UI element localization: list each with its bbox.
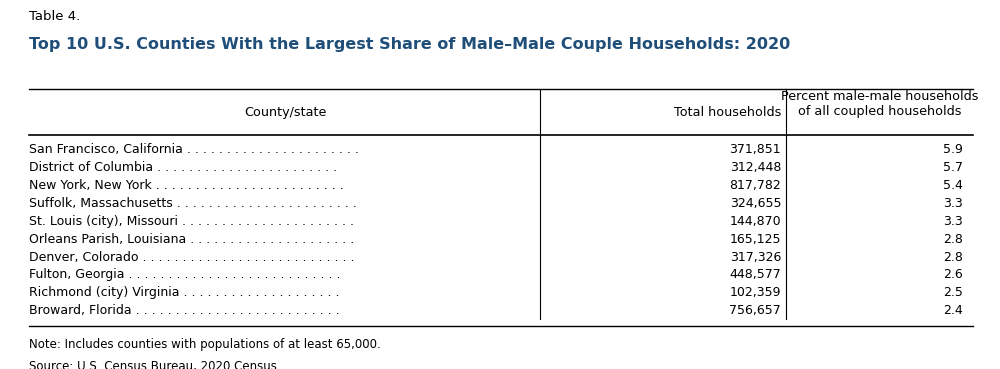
Text: Total households: Total households xyxy=(674,106,781,120)
Text: 371,851: 371,851 xyxy=(730,144,781,156)
Text: 2.6: 2.6 xyxy=(943,269,963,282)
Text: 817,782: 817,782 xyxy=(729,179,781,192)
Text: New York, New York . . . . . . . . . . . . . . . . . . . . . . . .: New York, New York . . . . . . . . . . .… xyxy=(29,179,344,192)
Text: Richmond (city) Virginia . . . . . . . . . . . . . . . . . . . .: Richmond (city) Virginia . . . . . . . .… xyxy=(29,286,340,299)
Text: 5.4: 5.4 xyxy=(943,179,963,192)
Text: 2.5: 2.5 xyxy=(943,286,963,299)
Text: 448,577: 448,577 xyxy=(729,269,781,282)
Text: 317,326: 317,326 xyxy=(730,251,781,263)
Text: San Francisco, California . . . . . . . . . . . . . . . . . . . . . .: San Francisco, California . . . . . . . … xyxy=(29,144,359,156)
Text: District of Columbia . . . . . . . . . . . . . . . . . . . . . . .: District of Columbia . . . . . . . . . .… xyxy=(29,161,338,174)
Text: 102,359: 102,359 xyxy=(730,286,781,299)
Text: 312,448: 312,448 xyxy=(730,161,781,174)
Text: Percent male-male households
of all coupled households: Percent male-male households of all coup… xyxy=(781,90,978,118)
Text: Suffolk, Massachusetts . . . . . . . . . . . . . . . . . . . . . . .: Suffolk, Massachusetts . . . . . . . . .… xyxy=(29,197,357,210)
Text: 5.7: 5.7 xyxy=(943,161,963,174)
Text: Broward, Florida . . . . . . . . . . . . . . . . . . . . . . . . . .: Broward, Florida . . . . . . . . . . . .… xyxy=(29,304,340,317)
Text: Fulton, Georgia . . . . . . . . . . . . . . . . . . . . . . . . . . .: Fulton, Georgia . . . . . . . . . . . . … xyxy=(29,269,341,282)
Text: Top 10 U.S. Counties With the Largest Share of Male–Male Couple Households: 2020: Top 10 U.S. Counties With the Largest Sh… xyxy=(29,37,791,52)
Text: 2.8: 2.8 xyxy=(943,251,963,263)
Text: 2.4: 2.4 xyxy=(943,304,963,317)
Text: Table 4.: Table 4. xyxy=(29,10,81,23)
Text: 756,657: 756,657 xyxy=(729,304,781,317)
Text: Orleans Parish, Louisiana . . . . . . . . . . . . . . . . . . . . .: Orleans Parish, Louisiana . . . . . . . … xyxy=(29,233,355,246)
Text: 2.8: 2.8 xyxy=(943,233,963,246)
Text: 5.9: 5.9 xyxy=(943,144,963,156)
Text: 144,870: 144,870 xyxy=(730,215,781,228)
Text: 3.3: 3.3 xyxy=(943,215,963,228)
Text: 3.3: 3.3 xyxy=(943,197,963,210)
Text: 324,655: 324,655 xyxy=(730,197,781,210)
Text: Denver, Colorado . . . . . . . . . . . . . . . . . . . . . . . . . . .: Denver, Colorado . . . . . . . . . . . .… xyxy=(29,251,355,263)
Text: Source: U.S. Census Bureau, 2020 Census.: Source: U.S. Census Bureau, 2020 Census. xyxy=(29,359,281,369)
Text: 165,125: 165,125 xyxy=(730,233,781,246)
Text: St. Louis (city), Missouri . . . . . . . . . . . . . . . . . . . . . .: St. Louis (city), Missouri . . . . . . .… xyxy=(29,215,354,228)
Text: Note: Includes counties with populations of at least 65,000.: Note: Includes counties with populations… xyxy=(29,338,381,351)
Text: County/state: County/state xyxy=(244,106,326,120)
